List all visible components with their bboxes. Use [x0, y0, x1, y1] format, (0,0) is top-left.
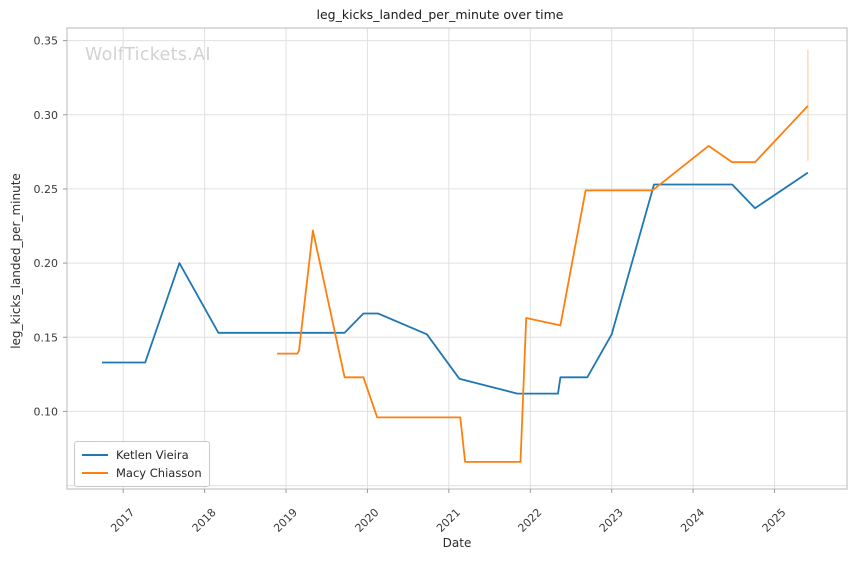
legend-item-ketlen-vieira: Ketlen Vieira [82, 448, 203, 462]
y-tick-label: 0.35 [34, 35, 59, 48]
legend: Ketlen Vieira Macy Chiasson [74, 441, 210, 487]
x-tick-label: 2023 [597, 506, 626, 535]
x-tick-label: 2024 [678, 506, 707, 535]
chart-title: leg_kicks_landed_per_minute over time [316, 7, 564, 22]
y-tick-label: 0.25 [34, 183, 59, 196]
legend-label-ketlen-vieira: Ketlen Vieira [116, 448, 189, 462]
y-tick-label: 0.20 [34, 257, 59, 270]
y-tick-label: 0.30 [34, 109, 59, 122]
y-axis-label: leg_kicks_landed_per_minute [9, 173, 23, 349]
x-tick-label: 2021 [434, 506, 463, 535]
x-tick-label: 2020 [353, 506, 382, 535]
x-tick-label: 2018 [190, 506, 219, 535]
series-line-ketlen-vieira [102, 171, 809, 395]
series-line-macy-chiasson [277, 105, 809, 463]
legend-line-swatch-orange [82, 472, 108, 474]
legend-item-macy-chiasson: Macy Chiasson [82, 466, 203, 480]
x-tick-label: 2017 [108, 506, 137, 535]
y-tick-label: 0.10 [34, 405, 59, 418]
x-tick-label: 2025 [760, 506, 789, 535]
x-axis-label: Date [442, 536, 472, 550]
x-tick-label: 2019 [271, 506, 300, 535]
x-tick-label: 2022 [515, 506, 544, 535]
watermark: WolfTickets.AI [85, 45, 211, 65]
legend-label-macy-chiasson: Macy Chiasson [116, 466, 202, 480]
y-tick-label: 0.15 [34, 331, 59, 344]
legend-line-swatch-blue [82, 454, 108, 456]
